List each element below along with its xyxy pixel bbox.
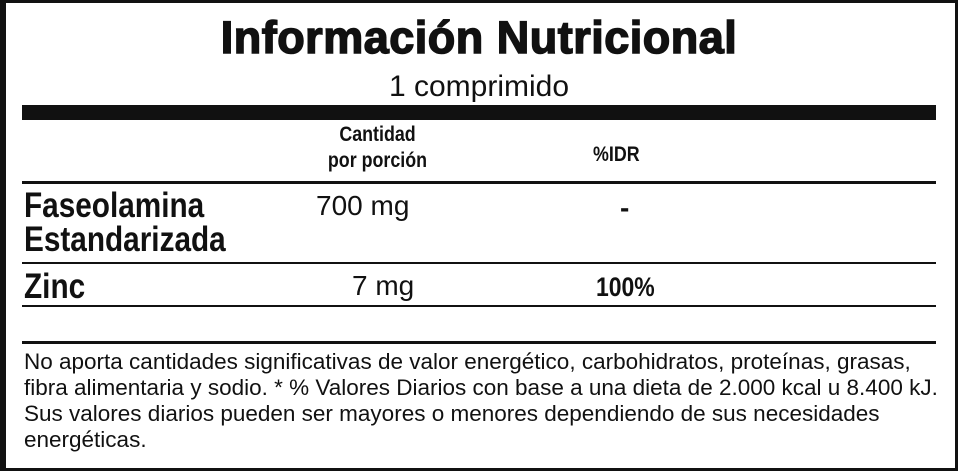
idr-header: %IDR bbox=[593, 143, 640, 166]
thick-divider bbox=[22, 105, 936, 120]
nutrient-amount: 7 mg bbox=[352, 270, 415, 301]
serving-size: 1 comprimido bbox=[388, 70, 570, 103]
divider bbox=[22, 262, 936, 264]
divider bbox=[22, 341, 936, 344]
nutrient-name-line2: Estandarizada bbox=[24, 220, 226, 259]
amount-header: Cantidad por porción bbox=[318, 122, 437, 174]
amount-header-line2: por porción bbox=[327, 149, 428, 172]
amount-header-line1: Cantidad bbox=[339, 123, 416, 146]
nutrient-amount: 700 mg bbox=[316, 190, 410, 221]
footnote: No aporta cantidades significativas de v… bbox=[24, 349, 938, 452]
nutrient-name-line1: Faseolamina bbox=[24, 186, 205, 225]
nutrient-idr: - bbox=[620, 192, 630, 223]
label-title: Información Nutricional bbox=[220, 11, 738, 64]
nutrient-idr: 100% bbox=[596, 272, 655, 302]
nutrient-name: Zinc bbox=[24, 267, 86, 306]
divider bbox=[22, 305, 936, 307]
nutrient-name: Faseolamina Estandarizada bbox=[24, 186, 226, 259]
divider bbox=[22, 181, 936, 184]
